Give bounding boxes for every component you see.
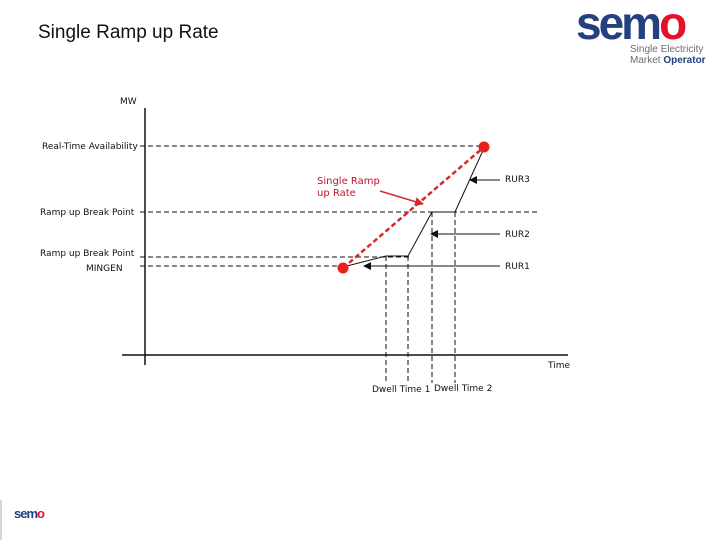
- logo-word-part2: o: [659, 0, 687, 49]
- x-axis-label: Time: [547, 361, 570, 371]
- single-ramp-label-line1: Single Ramp: [317, 176, 380, 187]
- rur3-label: RUR3: [505, 175, 530, 185]
- end-dot: [478, 141, 490, 153]
- logo-sub-line2b: Operator: [663, 55, 706, 66]
- ramp-profile: [342, 145, 486, 268]
- footer-word-part2: o: [37, 506, 45, 521]
- footer-logo: semo: [14, 506, 45, 521]
- bottom-edge-bar: [0, 500, 2, 540]
- y-axis-label: MW: [120, 97, 137, 107]
- rur1-label: RUR1: [505, 262, 530, 272]
- logo-word-part1: sem: [576, 0, 662, 49]
- semo-logo: semo Single Electricity Market Operator: [576, 0, 716, 66]
- logo-wordmark: semo: [576, 0, 687, 49]
- start-dot: [337, 262, 349, 274]
- single-ramp-label-line2: up Rate: [317, 188, 356, 199]
- logo-subtitle: Single Electricity Market Operator: [630, 44, 706, 66]
- footer-word-part1: sem: [14, 506, 38, 521]
- availability-label: Real-Time Availability: [42, 142, 138, 152]
- logo-sub-line1: Single Electricity: [630, 44, 704, 55]
- logo-sub-line2a: Market: [630, 55, 664, 66]
- dwell-time-1-label: Dwell Time 1: [372, 385, 430, 395]
- footer-wordmark: semo: [14, 506, 45, 521]
- mingen-label: MINGEN: [86, 264, 123, 274]
- dwell-time-2-label: Dwell Time 2: [434, 384, 492, 394]
- logo-sub-line2: Market Operator: [630, 55, 706, 66]
- break-point-lower-label: Ramp up Break Point: [40, 249, 135, 259]
- break-point-upper-label: Ramp up Break Point: [40, 208, 135, 218]
- rur2-label: RUR2: [505, 230, 530, 240]
- slide-title: Single Ramp up Rate: [38, 22, 219, 43]
- single-ramp-line: [342, 146, 485, 269]
- single-ramp-arrow: [379, 190, 424, 206]
